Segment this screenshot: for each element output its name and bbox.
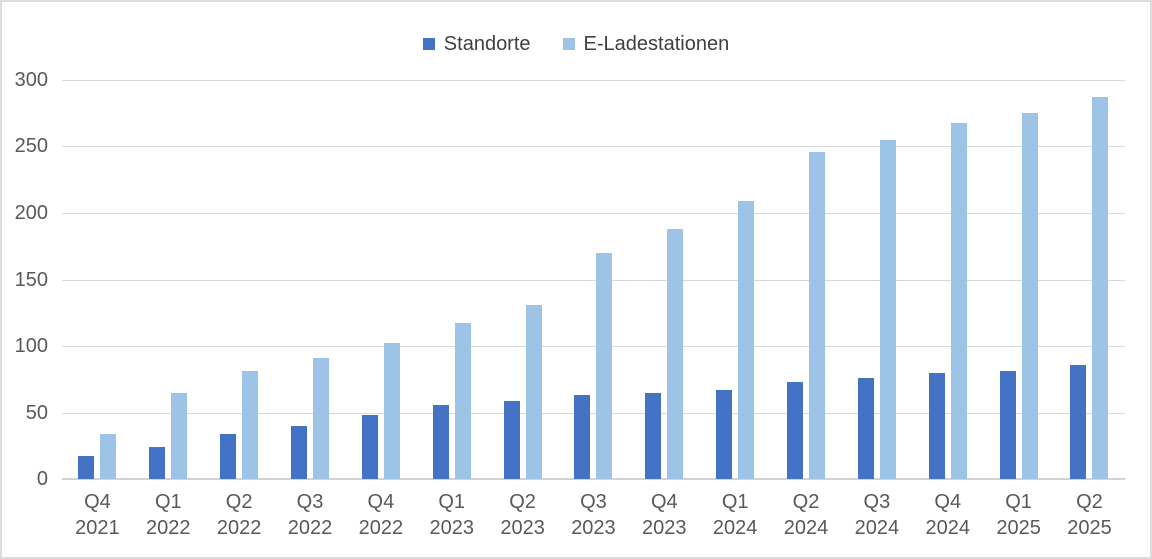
bar-e-ladestationen-q1-2025	[1021, 113, 1038, 479]
bar-group-q3-2023	[558, 80, 629, 479]
bar-standorte-q3-2022	[291, 425, 307, 479]
bar-e-ladestationen-q2-2025	[1092, 97, 1109, 479]
plot-area	[62, 80, 1125, 480]
bar-e-ladestationen-q1-2024	[738, 201, 755, 479]
bar-groups	[62, 80, 1125, 479]
x-tick-label-q3-2023: Q3 2023	[571, 491, 616, 539]
bar-group-q2-2024	[771, 80, 842, 479]
bar-group-q3-2022	[275, 80, 346, 479]
x-tick-label-q3-2024: Q3 2024	[854, 491, 900, 539]
bar-standorte-q3-2024	[857, 377, 874, 479]
bar-e-ladestationen-q3-2024	[879, 139, 896, 479]
bar-e-ladestationen-q2-2023	[525, 304, 542, 479]
x-tick-label-q4-2023: Q4 2023	[642, 491, 687, 539]
x-tick-label-q2-2022: Q2 2022	[216, 491, 262, 539]
y-tick-label-50: 50	[25, 401, 48, 424]
gridline-150	[62, 279, 1125, 281]
bar-standorte-q4-2022	[361, 415, 378, 479]
bar-e-ladestationen-q3-2022	[313, 357, 329, 479]
bar-e-ladestationen-q4-2023	[667, 228, 684, 479]
bar-group-q4-2021	[62, 80, 133, 479]
bar-standorte-q1-2024	[716, 389, 733, 479]
gridline-200	[62, 212, 1125, 214]
bar-e-ladestationen-q2-2022	[242, 371, 259, 479]
gridline-50	[62, 412, 1125, 414]
x-tick-label-q1-2024: Q1 2024	[712, 491, 758, 539]
bar-e-ladestationen-q4-2021	[100, 433, 117, 479]
x-tick-label-q4-2022: Q4 2022	[358, 491, 404, 539]
bar-e-ladestationen-q1-2022	[171, 392, 188, 479]
x-tick-label-q3-2022: Q3 2022	[287, 491, 333, 539]
legend-marker-e-ladestationen-icon	[562, 38, 575, 50]
bar-standorte-q2-2024	[787, 381, 804, 479]
bar-group-q1-2025	[983, 80, 1054, 479]
legend-label-standorte: Standorte	[443, 33, 531, 55]
x-axis: Q4 2021 Q1 2022 Q2 2022 Q3 2022 Q4 2022 Q1 2023 Q2 20…	[62, 489, 1125, 541]
bar-e-ladestationen-q1-2023	[454, 323, 471, 479]
y-tick-label-300: 300	[14, 69, 48, 91]
y-tick-label-0: 0	[36, 468, 48, 490]
bar-group-q4-2023	[629, 80, 700, 479]
bar-standorte-q4-2021	[78, 456, 95, 479]
x-tick-label-q1-2022: Q1 2022	[146, 491, 191, 539]
y-tick-label-150: 150	[14, 268, 48, 291]
bar-standorte-q3-2023	[574, 395, 591, 479]
bar-standorte-q4-2023	[645, 392, 662, 479]
y-tick-label-200: 200	[14, 201, 48, 224]
x-tick-label-q4-2021: Q4 2021	[75, 491, 120, 539]
bar-group-q1-2023	[416, 80, 487, 479]
bar-group-q4-2024	[912, 80, 983, 479]
x-tick-label-q1-2023: Q1 2023	[429, 491, 474, 539]
bar-group-q1-2022	[133, 80, 204, 479]
bar-e-ladestationen-q4-2022	[383, 343, 400, 479]
x-tick-label-q2-2024: Q2 2024	[783, 491, 829, 539]
gridline-250	[62, 146, 1125, 148]
bar-standorte-q1-2025	[999, 371, 1016, 479]
bar-e-ladestationen-q4-2024	[950, 122, 967, 479]
bar-e-ladestationen-q3-2023	[596, 252, 613, 479]
bar-e-ladestationen-q2-2024	[809, 151, 826, 479]
bar-group-q2-2023	[487, 80, 558, 479]
chart-legend: Standorte E-Ladestationen	[2, 34, 1150, 54]
bar-standorte-q2-2023	[503, 400, 520, 479]
gridline-100	[62, 345, 1125, 347]
bar-standorte-q4-2024	[928, 372, 945, 479]
bar-standorte-q2-2022	[220, 433, 237, 479]
x-tick-label-q4-2024: Q4 2024	[925, 491, 970, 539]
x-tick-label-q1-2025: Q1 2025	[996, 491, 1041, 539]
bar-standorte-q1-2023	[432, 404, 449, 479]
legend-item-e-ladestationen: E-Ladestationen	[562, 33, 730, 55]
bar-group-q3-2024	[841, 80, 912, 479]
legend-label-e-ladestationen: E-Ladestationen	[583, 33, 730, 55]
bar-standorte-q2-2025	[1070, 364, 1087, 479]
bar-group-q2-2025	[1054, 80, 1125, 479]
gridline-300	[62, 80, 1125, 81]
y-axis: 0 50 100 150 200 250 300	[2, 70, 52, 489]
y-tick-label-100: 100	[14, 334, 48, 357]
bar-group-q2-2022	[204, 80, 275, 479]
y-tick-label-250: 250	[14, 135, 48, 158]
legend-item-standorte: Standorte	[422, 33, 531, 55]
bar-group-q4-2022	[345, 80, 416, 479]
legend-marker-standorte-icon	[422, 38, 435, 50]
gridline-0	[62, 478, 1125, 480]
x-tick-label-q2-2025: Q2 2025	[1067, 491, 1112, 539]
x-tick-label-q2-2023: Q2 2023	[500, 491, 545, 539]
bar-standorte-q1-2022	[149, 447, 166, 479]
bar-group-q1-2024	[700, 80, 771, 479]
